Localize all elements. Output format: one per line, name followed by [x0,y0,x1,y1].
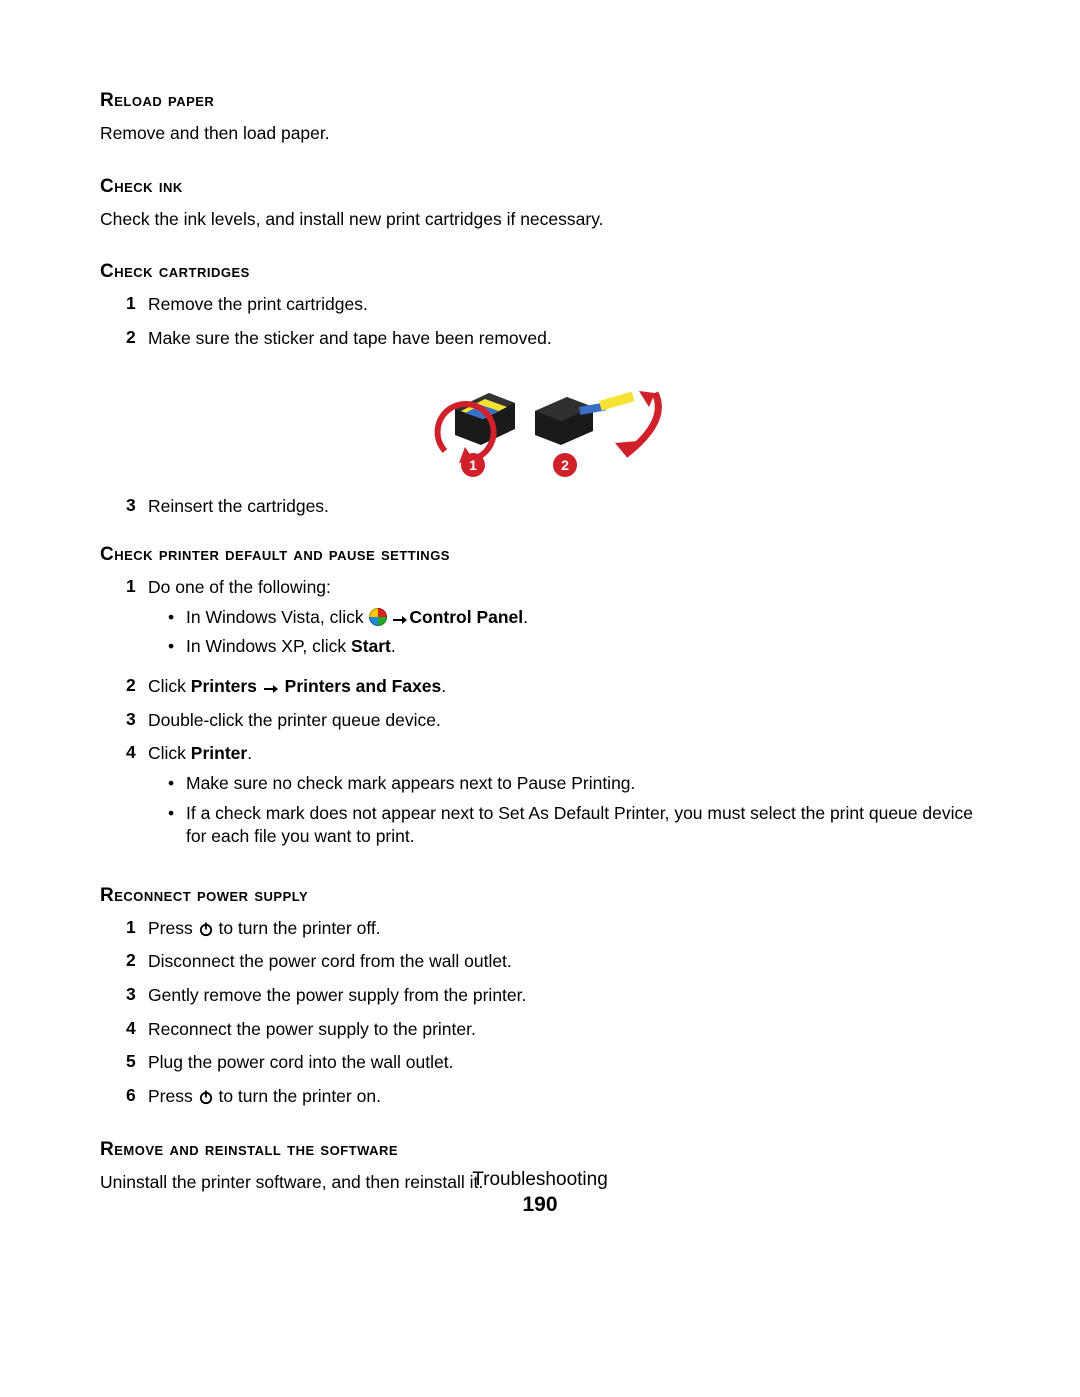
step-number: 3 [126,495,148,516]
bullet-icon: • [168,802,186,826]
power-icon [198,921,214,937]
step-number: 1 [126,576,148,597]
step-text: Disconnect the power cord from the wall … [148,950,990,974]
step-number: 3 [126,709,148,730]
list-check-cartridges: 1 Remove the print cartridges. 2 Make su… [100,293,990,350]
step-text: Make sure the sticker and tape have been… [148,327,990,351]
text-check-ink: Check the ink levels, and install new pr… [100,208,990,232]
step-text: Remove the print cartridges. [148,293,990,317]
bullet-icon: • [168,606,186,630]
bullet-icon: • [168,772,186,796]
list-check-cartridges-cont: 3 Reinsert the cartridges. [100,495,990,519]
step-text: Gently remove the power supply from the … [148,984,990,1008]
sub-list-item: • In Windows Vista, click Control Panel. [148,606,990,630]
list-check-printer-default: 1 Do one of the following: • In Windows … [100,576,990,855]
arrow-icon [264,684,278,694]
list-item: 3 Double-click the printer queue device. [100,709,990,733]
step-text: Reinsert the cartridges. [148,495,990,519]
text-reload-paper: Remove and then load paper. [100,122,990,146]
step-number: 5 [126,1051,148,1072]
step-text: Click Printer. • Make sure no check mark… [148,742,990,855]
step-text: Press to turn the printer off. [148,917,990,941]
list-item: 2 Make sure the sticker and tape have be… [100,327,990,351]
step-number: 3 [126,984,148,1005]
step-text: Press to turn the printer on. [148,1085,990,1109]
list-item: 1 Remove the print cartridges. [100,293,990,317]
step-text: Double-click the printer queue device. [148,709,990,733]
cartridge-diagram: 1 2 [100,381,990,481]
diagram-badge-1: 1 [469,457,477,473]
sub-list-item: • If a check mark does not appear next t… [148,802,990,849]
list-item: 4 Click Printer. • Make sure no check ma… [100,742,990,855]
windows-vista-icon [369,608,387,626]
step-number: 2 [126,327,148,348]
list-reconnect-power: 1 Press to turn the printer off. 2 Disco… [100,917,990,1109]
step-number: 4 [126,1018,148,1039]
list-item: 6 Press to turn the printer on. [100,1085,990,1109]
step-text: Reconnect the power supply to the printe… [148,1018,990,1042]
step-number: 1 [126,293,148,314]
diagram-badge-2: 2 [561,457,569,473]
step-number: 4 [126,742,148,763]
list-item: 3 Reinsert the cartridges. [100,495,990,519]
arrow-icon [393,615,407,625]
heading-check-cartridges: Check cartridges [100,261,990,283]
footer-title: Troubleshooting [0,1169,1080,1191]
sub-list-item: • Make sure no check mark appears next t… [148,772,990,796]
sub-list-item: • In Windows XP, click Start. [148,635,990,659]
step-number: 1 [126,917,148,938]
list-item: 1 Do one of the following: • In Windows … [100,576,990,665]
step-text: Plug the power cord into the wall outlet… [148,1051,990,1075]
step-number: 2 [126,950,148,971]
bullet-icon: • [168,635,186,659]
cartridge-svg: 1 2 [415,381,675,481]
list-item: 5 Plug the power cord into the wall outl… [100,1051,990,1075]
step-text: Do one of the following: • In Windows Vi… [148,576,990,665]
heading-check-ink: Check ink [100,176,990,198]
document-page: Reload paper Remove and then load paper.… [0,0,1080,1397]
list-item: 2 Click Printers Printers and Faxes. [100,675,990,699]
footer-page-number: 190 [0,1193,1080,1217]
page-footer: Troubleshooting 190 [0,1169,1080,1217]
heading-reload-paper: Reload paper [100,90,990,112]
list-item: 3 Gently remove the power supply from th… [100,984,990,1008]
step-number: 2 [126,675,148,696]
list-item: 1 Press to turn the printer off. [100,917,990,941]
heading-remove-reinstall: Remove and reinstall the software [100,1139,990,1161]
step-number: 6 [126,1085,148,1106]
list-item: 2 Disconnect the power cord from the wal… [100,950,990,974]
power-icon [198,1089,214,1105]
heading-check-printer-default: Check printer default and pause settings [100,544,990,566]
list-item: 4 Reconnect the power supply to the prin… [100,1018,990,1042]
step-text: Click Printers Printers and Faxes. [148,675,990,699]
heading-reconnect-power: Reconnect power supply [100,885,990,907]
